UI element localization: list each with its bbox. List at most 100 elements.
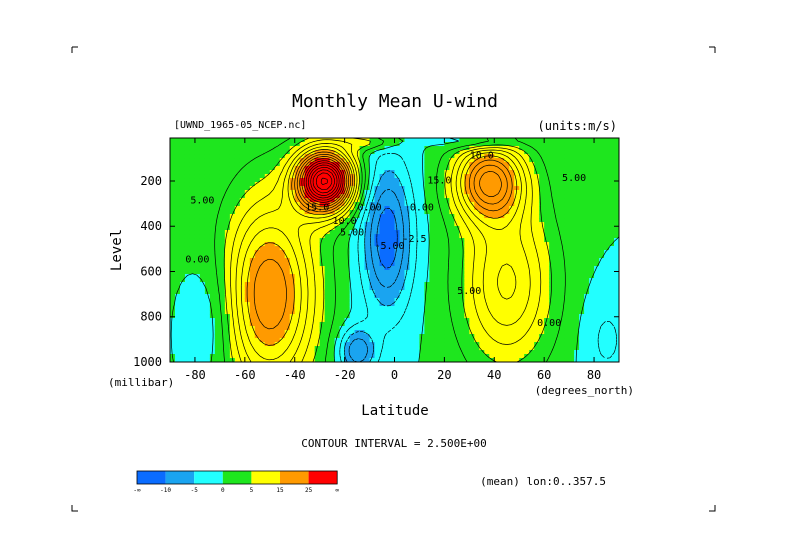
contour-fill-cell xyxy=(279,138,286,143)
contour-fill-cell xyxy=(399,178,406,183)
contour-fill-cell xyxy=(254,166,261,171)
contour-fill-cell xyxy=(314,274,321,279)
contour-fill-cell xyxy=(439,254,445,259)
contour-fill-cell xyxy=(504,302,510,307)
contour-fill-cell xyxy=(564,186,570,191)
contour-fill-cell xyxy=(564,154,570,159)
contour-fill-cell xyxy=(194,338,201,343)
contour-fill-cell xyxy=(259,258,266,263)
contour-fill-cell xyxy=(269,178,276,183)
contour-fill-cell xyxy=(324,194,331,199)
contour-fill-cell xyxy=(264,234,271,239)
contour-fill-cell xyxy=(594,290,600,295)
contour-fill-cell xyxy=(389,334,396,339)
contour-fill-cell xyxy=(264,242,271,247)
contour-fill-cell xyxy=(354,270,361,275)
contour-fill-cell xyxy=(289,198,296,203)
contour-fill-cell xyxy=(344,182,351,187)
contour-fill-cell xyxy=(409,338,416,343)
contour-fill-cell xyxy=(449,242,455,247)
contour-fill-cell xyxy=(509,262,515,267)
contour-fill-cell xyxy=(209,298,216,303)
contour-fill-cell xyxy=(414,278,421,283)
contour-fill-cell xyxy=(174,346,181,351)
contour-fill-cell xyxy=(589,318,595,323)
contour-fill-cell xyxy=(349,186,356,191)
contour-fill-cell xyxy=(464,302,470,307)
contour-fill-cell xyxy=(229,190,236,195)
contour-fill-cell xyxy=(549,334,555,339)
contour-fill-cell xyxy=(384,254,391,259)
contour-fill-cell xyxy=(319,166,326,171)
contour-fill-cell xyxy=(374,326,381,331)
contour-fill-cell xyxy=(249,346,256,351)
contour-fill-cell xyxy=(199,294,206,299)
contour-fill-cell xyxy=(504,330,510,335)
contour-fill-cell xyxy=(299,158,306,163)
contour-fill-cell xyxy=(454,222,460,227)
contour-fill-cell xyxy=(344,230,351,235)
contour-fill-cell xyxy=(419,338,426,343)
contour-fill-cell xyxy=(474,350,480,355)
contour-fill-cell xyxy=(259,166,266,171)
contour-fill-cell xyxy=(339,322,346,327)
contour-fill-cell xyxy=(239,226,246,231)
contour-fill-cell xyxy=(269,274,276,279)
contour-fill-cell xyxy=(404,246,411,251)
contour-fill-cell xyxy=(369,238,376,243)
contour-fill-cell xyxy=(364,230,371,235)
contour-fill-cell xyxy=(414,270,421,275)
contour-fill-cell xyxy=(259,186,266,191)
contour-fill-cell xyxy=(254,266,261,271)
contour-fill-cell xyxy=(249,274,256,279)
contour-fill-cell xyxy=(534,146,540,151)
contour-fill-cell xyxy=(579,294,585,299)
contour-fill-cell xyxy=(549,322,555,327)
contour-fill-cell xyxy=(184,142,191,147)
contour-fill-cell xyxy=(279,350,286,355)
contour-fill-cell xyxy=(594,278,600,283)
contour-fill-cell xyxy=(489,306,495,311)
contour-fill-cell xyxy=(364,166,371,171)
contour-fill-cell xyxy=(404,222,411,227)
contour-fill-cell xyxy=(194,314,201,319)
contour-fill-cell xyxy=(254,262,261,267)
contour-fill-cell xyxy=(349,314,356,319)
contour-fill-cell xyxy=(429,206,436,211)
contour-fill-cell xyxy=(269,266,276,271)
contour-fill-cell xyxy=(319,346,326,351)
contour-fill-cell xyxy=(229,162,236,167)
contour-fill-cell xyxy=(489,190,495,195)
contour-fill-cell xyxy=(464,290,470,295)
contour-fill-cell xyxy=(409,342,416,347)
contour-fill-cell xyxy=(604,170,610,175)
contour-fill-cell xyxy=(504,306,510,311)
contour-fill-cell xyxy=(524,150,530,155)
contour-fill-cell xyxy=(274,298,281,303)
contour-fill-cell xyxy=(534,338,540,343)
contour-fill-cell xyxy=(569,342,575,347)
contour-fill-cell xyxy=(474,330,480,335)
contour-fill-cell xyxy=(234,138,241,143)
contour-fill-cell xyxy=(424,178,431,183)
contour-fill-cell xyxy=(559,338,565,343)
contour-fill-cell xyxy=(344,166,351,171)
contour-fill-cell xyxy=(364,174,371,179)
contour-fill-cell xyxy=(424,318,431,323)
contour-fill-cell xyxy=(609,202,615,207)
contour-fill-cell xyxy=(524,234,530,239)
contour-fill-cell xyxy=(609,218,615,223)
contour-fill-cell xyxy=(314,322,321,327)
contour-fill-cell xyxy=(189,202,196,207)
contour-fill-cell xyxy=(204,150,211,155)
contour-fill-cell xyxy=(424,338,431,343)
contour-fill-cell xyxy=(254,238,261,243)
contour-fill-cell xyxy=(484,186,490,191)
contour-fill-cell xyxy=(214,254,221,259)
contour-fill-cell xyxy=(609,254,615,259)
contour-fill-cell xyxy=(179,186,186,191)
contour-fill-cell xyxy=(514,286,520,291)
contour-fill-cell xyxy=(414,282,421,287)
contour-fill-cell xyxy=(384,338,391,343)
contour-fill-cell xyxy=(444,190,450,195)
